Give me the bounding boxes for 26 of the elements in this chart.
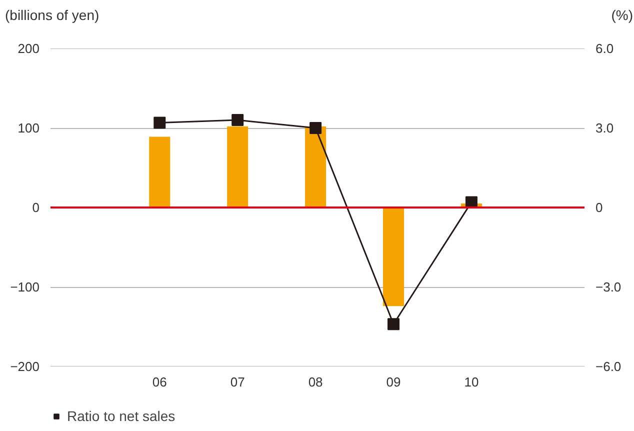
point xyxy=(232,114,244,126)
point xyxy=(154,116,166,129)
x-tick-label: 06 xyxy=(152,374,167,390)
x-tick-label: 07 xyxy=(230,374,245,390)
bar xyxy=(382,208,404,306)
y-tick-label: 0 xyxy=(32,200,40,215)
y2-axis-title: (%) xyxy=(611,6,633,25)
x-tick-label: 10 xyxy=(464,374,479,390)
point xyxy=(310,122,322,134)
bar xyxy=(149,136,170,208)
y2-tick-label: −6.0 xyxy=(596,359,622,374)
y-tick-label: −100 xyxy=(10,280,40,294)
y2-tick-label: 6.0 xyxy=(596,41,614,56)
y2-tick-label: −3.0 xyxy=(596,280,622,294)
y2-tick-label: 3.0 xyxy=(596,120,614,136)
bar xyxy=(227,126,248,208)
point xyxy=(388,318,400,330)
y-tick-label: 200 xyxy=(18,41,40,56)
y-tick-label: −200 xyxy=(10,359,40,374)
x-tick-label: 08 xyxy=(308,374,323,390)
x-tick-label: 09 xyxy=(386,374,401,390)
bar xyxy=(305,126,326,208)
y2-tick-label: 0 xyxy=(596,200,603,215)
y-axis-title: (billions of yen) xyxy=(5,6,100,25)
legend-label: Ratio to net sales xyxy=(67,408,176,424)
y-tick-label: 100 xyxy=(18,120,40,136)
